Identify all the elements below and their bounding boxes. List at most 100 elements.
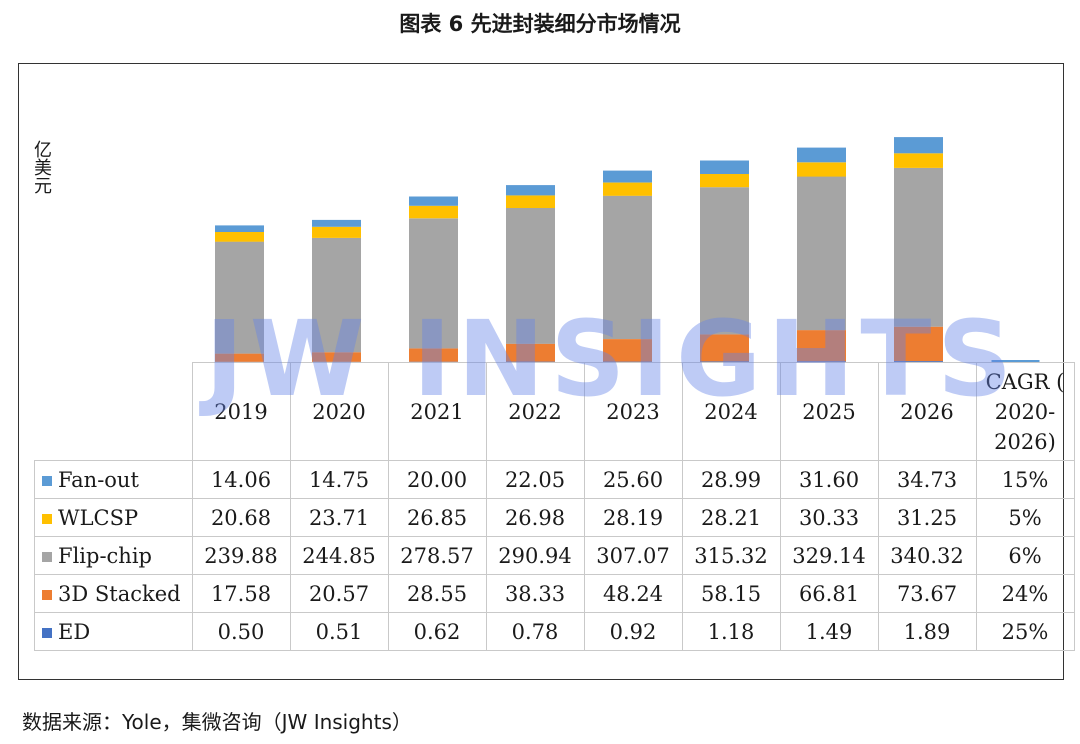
year-header: 2026 xyxy=(877,362,977,461)
table-row: Fan-out 14.06 14.75 20.00 22.05 25.60 28.99 31.… xyxy=(34,460,1075,499)
bar-segment-ed xyxy=(506,361,555,363)
value-cell: 244.85 xyxy=(289,536,389,575)
value-cell: 0.51 xyxy=(289,612,389,651)
year-header: 2022 xyxy=(485,362,585,461)
year-header: 2023 xyxy=(583,362,683,461)
value-cell: 22.05 xyxy=(485,460,585,499)
bar-segment-3d-stacked xyxy=(506,343,555,362)
value-cell: 20.57 xyxy=(289,574,389,613)
source-note: 数据来源：Yole，集微咨询（JW Insights） xyxy=(22,710,412,734)
value-cell: 34.73 xyxy=(877,460,977,499)
cagr-cell: 5% xyxy=(975,498,1075,537)
bar-segment-ed xyxy=(797,361,846,362)
value-cell: 0.78 xyxy=(485,612,585,651)
value-cell: 31.60 xyxy=(779,460,879,499)
value-cell: 28.99 xyxy=(681,460,781,499)
bar-segment-wlcsp xyxy=(409,205,458,219)
cagr-header-line: CAGR ( xyxy=(985,369,1065,394)
y-axis-label: 亿美元 xyxy=(31,140,52,194)
year-header: 2020 xyxy=(289,362,389,461)
value-cell: 0.92 xyxy=(583,612,683,651)
bar-segment-wlcsp xyxy=(894,153,943,168)
year-header: 2019 xyxy=(191,362,291,461)
value-cell: 0.62 xyxy=(387,612,487,651)
value-cell: 73.67 xyxy=(877,574,977,613)
bar-segment-3d-stacked xyxy=(797,330,846,362)
chart-title: 图表 6 先进封装细分市场情况 xyxy=(399,12,681,36)
value-cell: 315.32 xyxy=(681,536,781,575)
value-cell: 1.89 xyxy=(877,612,977,651)
legend-swatch xyxy=(42,514,52,524)
table-row: 3D Stacked 17.58 20.57 28.55 38.33 48.24 58.15… xyxy=(34,574,1075,613)
bar-segment-ed xyxy=(894,361,943,362)
value-cell: 239.88 xyxy=(191,536,291,575)
value-cell: 17.58 xyxy=(191,574,291,613)
bar-segment-wlcsp xyxy=(603,182,652,196)
bar-segment-flip-chip xyxy=(797,176,846,331)
table-corner-cell xyxy=(34,362,193,461)
value-cell: 58.15 xyxy=(681,574,781,613)
bar-segment-fan-out xyxy=(894,137,943,154)
cagr-header-line: 2026) xyxy=(994,429,1056,454)
legend-swatch xyxy=(42,476,52,486)
series-label-cell: WLCSP xyxy=(34,498,193,537)
bar-segment-flip-chip xyxy=(215,241,264,354)
year-header: 2025 xyxy=(779,362,879,461)
value-cell: 48.24 xyxy=(583,574,683,613)
table-header-row: 2019 2020 2021 2022 2023 2024 2025 2026 CAGR ( 20… xyxy=(34,362,1075,461)
bar-segment-fan-out xyxy=(312,219,361,227)
legend-swatch xyxy=(42,552,52,562)
value-cell: 14.75 xyxy=(289,460,389,499)
value-cell: 340.32 xyxy=(877,536,977,575)
legend-swatch xyxy=(42,628,52,638)
table-row: WLCSP 20.68 23.71 26.85 26.98 28.19 28.21 30.33… xyxy=(34,498,1075,537)
bar-segment-wlcsp xyxy=(506,195,555,208)
cagr-header: CAGR ( 2020- 2026) xyxy=(975,362,1075,461)
value-cell: 0.50 xyxy=(191,612,291,651)
cagr-cell: 15% xyxy=(975,460,1075,499)
bar-segment-fan-out xyxy=(797,147,846,163)
bar-segment-flip-chip xyxy=(700,187,749,335)
table-row: Flip-chip 239.88 244.85 278.57 290.94 307.07 3… xyxy=(34,536,1075,575)
bar-segment-flip-chip xyxy=(409,218,458,349)
series-label-cell: Fan-out xyxy=(34,460,193,499)
cagr-cell: 24% xyxy=(975,574,1075,613)
bar-segment-fan-out xyxy=(603,170,652,183)
bar-segment-3d-stacked xyxy=(215,353,264,362)
series-name: WLCSP xyxy=(58,505,139,530)
value-cell: 20.68 xyxy=(191,498,291,537)
data-table: 2019 2020 2021 2022 2023 2024 2025 2026 CAGR ( 20… xyxy=(34,362,1075,651)
series-label-cell: ED xyxy=(34,612,193,651)
value-cell: 1.18 xyxy=(681,612,781,651)
table-row: ED 0.50 0.51 0.62 0.78 0.92 1.18 1.49 1.89 25% xyxy=(34,612,1075,651)
value-cell: 26.98 xyxy=(485,498,585,537)
value-cell: 28.55 xyxy=(387,574,487,613)
value-cell: 278.57 xyxy=(387,536,487,575)
bar-segment-wlcsp xyxy=(797,162,846,177)
bar-segment-fan-out xyxy=(215,225,264,232)
value-cell: 28.21 xyxy=(681,498,781,537)
value-cell: 26.85 xyxy=(387,498,487,537)
bar-segment-fan-out xyxy=(700,160,749,174)
bar-segment-3d-stacked xyxy=(409,348,458,362)
legend-swatch xyxy=(42,590,52,600)
bar-segment-flip-chip xyxy=(312,237,361,353)
bar-segment-3d-stacked xyxy=(894,326,943,362)
value-cell: 14.06 xyxy=(191,460,291,499)
bar-segment-wlcsp xyxy=(215,232,264,242)
bar-segment-flip-chip xyxy=(894,167,943,327)
year-header: 2024 xyxy=(681,362,781,461)
value-cell: 1.49 xyxy=(779,612,879,651)
year-header: 2021 xyxy=(387,362,487,461)
cagr-header-line: 2020- xyxy=(994,399,1056,424)
value-cell: 31.25 xyxy=(877,498,977,537)
series-name: 3D Stacked xyxy=(58,581,181,606)
bar-segment-3d-stacked xyxy=(603,339,652,362)
bar-segment-wlcsp xyxy=(312,226,361,238)
cagr-cell: 25% xyxy=(975,612,1075,651)
bar-segment-wlcsp xyxy=(700,174,749,188)
value-cell: 23.71 xyxy=(289,498,389,537)
value-cell: 329.14 xyxy=(779,536,879,575)
bar-segment-3d-stacked xyxy=(312,352,361,362)
bar-segment-ed xyxy=(603,361,652,363)
